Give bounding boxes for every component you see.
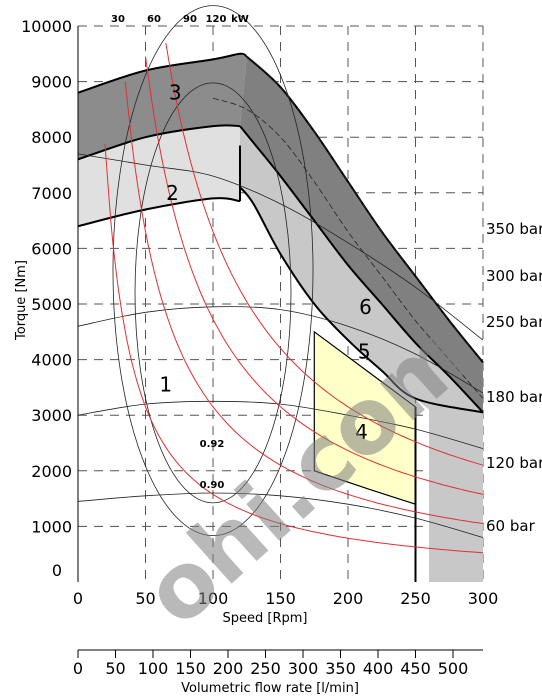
- flow-tick-label: 450: [400, 659, 431, 678]
- labels: 30 60 90 120 kW 350 bar 300 bar 250 bar 180 bar 1…: [111, 14, 542, 535]
- flow-tick-label: 350: [325, 659, 356, 678]
- x-tick-label: 300: [468, 589, 499, 608]
- pressure-curve: [246, 56, 484, 363]
- y-tick-label: 5000: [31, 295, 72, 314]
- power-curve: [124, 81, 484, 525]
- flow-tick-label: 150: [175, 659, 206, 678]
- flow-tick-label: 50: [105, 659, 125, 678]
- zone-3: [78, 53, 247, 160]
- flow-tick-label: 200: [213, 659, 244, 678]
- flow-tick-label: 500: [438, 659, 469, 678]
- power-label: kW: [231, 14, 249, 25]
- x-tick-label: 250: [400, 589, 431, 608]
- pressure-curve: [212, 97, 484, 399]
- curves: [77, 5, 484, 582]
- efficiency-092: [134, 82, 292, 504]
- x-tick-label: 50: [135, 589, 155, 608]
- pressure-curve: [77, 492, 484, 538]
- power-label: 90: [183, 14, 197, 25]
- power-label: 30: [111, 14, 125, 25]
- pressure-curve: [77, 306, 484, 394]
- boundary-bottom: [77, 197, 241, 228]
- boundary-top: [77, 52, 248, 94]
- power-curve: [145, 56, 484, 495]
- pressure-curve: [77, 153, 484, 341]
- pressure-label: 180 bar: [486, 388, 542, 406]
- y-tick-label: 2000: [31, 462, 72, 481]
- region-label: 3: [169, 81, 182, 105]
- y-tick-label: 8000: [31, 128, 72, 147]
- y-tick-label: 9000: [31, 73, 72, 92]
- x-tick-label: 200: [333, 589, 364, 608]
- power-curve: [165, 42, 484, 466]
- efficiency-090: [112, 5, 314, 537]
- power-curve: [104, 143, 484, 554]
- flow-tick-label: 400: [363, 659, 394, 678]
- boundary-mid: [77, 124, 241, 161]
- x-tick-label: 100: [198, 589, 229, 608]
- y-tick-label: 10000: [21, 17, 72, 36]
- x-tick-label: 0: [73, 589, 83, 608]
- efficiency-label: 0.90: [200, 480, 225, 491]
- pressure-label: 350 bar: [486, 220, 542, 238]
- secondary-axis-label: Volumetric flow rate [l/min]: [181, 681, 359, 696]
- axes: 0100020003000400050006000700080009000100…: [21, 17, 498, 678]
- flow-tick-label: 100: [138, 659, 169, 678]
- zone-6: [240, 56, 483, 413]
- boundary-300: [239, 125, 484, 414]
- y-tick-label: 7000: [31, 184, 72, 203]
- pressure-label: 60 bar: [486, 517, 536, 535]
- region-label: 2: [166, 181, 179, 205]
- efficiency-label: 0.92: [200, 439, 225, 450]
- power-label: 120: [206, 14, 227, 25]
- y-tick-label: 4000: [31, 351, 72, 370]
- y-tick-label: 3000: [31, 406, 72, 425]
- x-axis-label: Speed [Rpm]: [223, 611, 308, 626]
- pressure-label: 120 bar: [486, 454, 542, 472]
- zone-5: [240, 126, 483, 582]
- pressure-label: 250 bar: [486, 313, 542, 331]
- x-tick-label: 150: [265, 589, 296, 608]
- flow-tick-label: 250: [250, 659, 281, 678]
- region-label: 6: [359, 295, 372, 319]
- pressure-label: 300 bar: [486, 267, 542, 285]
- region-label: 1: [159, 373, 172, 397]
- flow-tick-label: 300: [288, 659, 319, 678]
- pressure-curve: [77, 400, 484, 449]
- flow-tick-label: 0: [73, 659, 83, 678]
- region-label: 4: [355, 420, 368, 444]
- boundary-5: [239, 186, 484, 414]
- region-label: 5: [358, 339, 371, 363]
- y-tick-label: 0: [52, 561, 62, 580]
- power-label: 60: [147, 14, 161, 25]
- y-axis-label: Torque [Nm]: [14, 260, 29, 341]
- y-tick-label: 1000: [31, 517, 72, 536]
- zone-2: [78, 126, 240, 227]
- y-tick-label: 6000: [31, 239, 72, 258]
